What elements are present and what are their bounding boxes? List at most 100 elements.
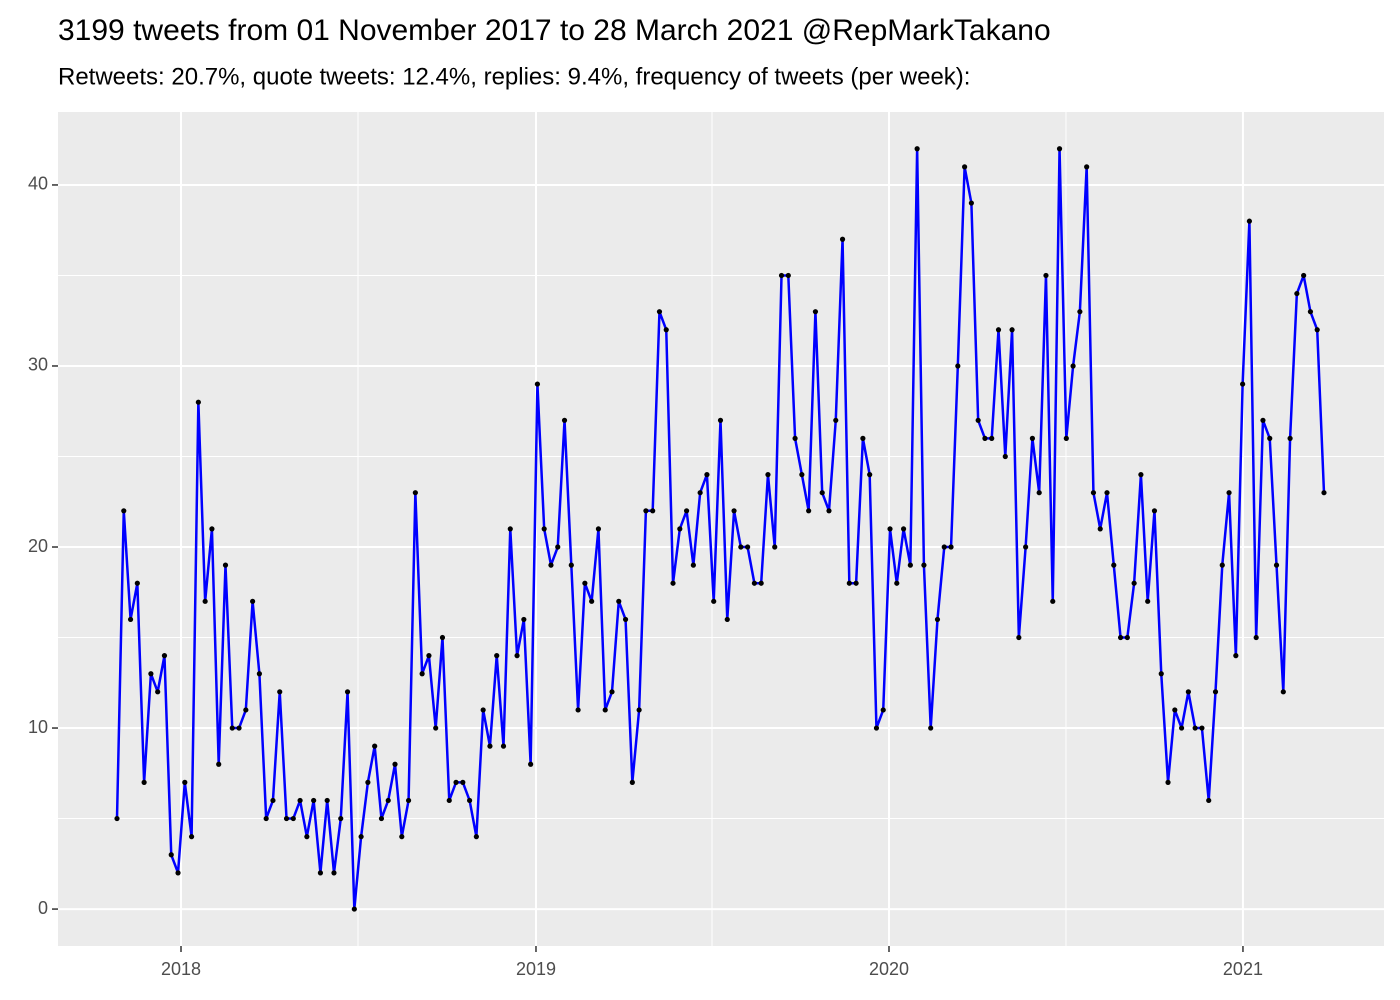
data-point xyxy=(622,616,629,623)
data-point xyxy=(629,779,635,785)
data-point xyxy=(263,815,269,822)
data-point xyxy=(114,815,120,822)
data-point xyxy=(1240,381,1246,387)
data-point xyxy=(555,544,561,550)
data-point xyxy=(812,309,819,315)
x-tick-label: 2018 xyxy=(161,959,201,979)
data-point xyxy=(426,653,432,659)
data-point xyxy=(541,526,547,532)
data-point xyxy=(690,562,696,568)
data-point xyxy=(785,272,791,279)
data-point xyxy=(704,472,710,478)
data-point xyxy=(480,707,486,713)
data-point xyxy=(283,815,290,822)
data-point xyxy=(297,797,303,804)
data-point xyxy=(1138,472,1144,478)
data-point xyxy=(867,472,873,478)
data-point xyxy=(799,472,805,478)
data-point xyxy=(561,417,568,423)
data-point xyxy=(636,707,642,713)
data-point xyxy=(745,544,751,550)
data-point xyxy=(1199,725,1205,731)
data-point xyxy=(806,508,812,514)
data-point xyxy=(711,598,717,604)
data-point xyxy=(989,435,995,441)
data-point xyxy=(460,779,466,785)
data-point xyxy=(982,435,988,441)
data-point xyxy=(1145,598,1151,604)
data-point xyxy=(589,598,595,604)
data-point xyxy=(1036,490,1042,496)
data-point xyxy=(1178,725,1185,731)
y-tick-label: 30 xyxy=(28,355,48,375)
data-point xyxy=(548,562,554,568)
data-point xyxy=(1219,562,1225,568)
data-point xyxy=(229,725,235,731)
data-point xyxy=(188,834,195,840)
data-point xyxy=(860,435,866,441)
data-point xyxy=(758,580,764,586)
data-point xyxy=(1233,653,1239,659)
data-point xyxy=(568,562,574,568)
data-point xyxy=(697,490,703,496)
data-point xyxy=(1294,290,1300,297)
data-point xyxy=(1158,671,1164,677)
chart-subtitle: Retweets: 20.7%, quote tweets: 12.4%, re… xyxy=(58,63,970,90)
data-point xyxy=(141,779,147,785)
data-point xyxy=(1151,508,1158,514)
data-point xyxy=(494,653,500,659)
data-point xyxy=(873,725,880,731)
data-point xyxy=(582,580,588,586)
data-point xyxy=(1111,562,1117,568)
data-point xyxy=(792,435,798,441)
data-point xyxy=(955,363,961,369)
data-point xyxy=(317,870,324,876)
data-point xyxy=(575,707,581,713)
data-point xyxy=(1165,779,1171,785)
y-tick-label: 10 xyxy=(28,717,48,737)
data-point xyxy=(453,779,459,785)
data-point xyxy=(1321,490,1327,496)
data-point xyxy=(833,417,839,423)
data-point xyxy=(595,526,602,532)
data-point xyxy=(609,689,615,695)
data-point xyxy=(643,508,649,514)
data-point xyxy=(290,815,296,822)
data-point xyxy=(365,779,371,785)
data-point xyxy=(907,562,913,568)
data-point xyxy=(670,580,676,586)
data-point xyxy=(941,544,947,550)
data-point xyxy=(372,743,378,749)
x-tick-label: 2021 xyxy=(1223,959,1263,979)
data-point xyxy=(351,906,357,912)
data-point xyxy=(1023,544,1029,550)
data-point xyxy=(304,834,310,840)
data-point xyxy=(1185,689,1191,695)
data-point xyxy=(1056,146,1063,152)
data-point xyxy=(155,689,161,695)
data-point xyxy=(1226,490,1232,496)
data-point xyxy=(182,779,188,785)
data-point xyxy=(331,870,337,876)
data-point xyxy=(1124,634,1130,641)
data-point xyxy=(256,671,262,677)
data-point xyxy=(1104,490,1110,496)
data-point xyxy=(209,526,215,532)
data-point xyxy=(968,200,974,206)
data-point xyxy=(507,526,513,532)
data-point xyxy=(175,870,181,876)
data-point xyxy=(1172,707,1178,713)
data-point xyxy=(216,761,222,767)
data-point xyxy=(277,689,283,695)
data-point xyxy=(168,852,174,858)
data-point xyxy=(324,797,330,804)
data-point xyxy=(1246,218,1252,224)
data-point xyxy=(243,707,249,713)
data-point xyxy=(731,508,737,514)
data-point xyxy=(663,327,669,333)
data-point xyxy=(473,834,479,840)
data-point xyxy=(738,544,744,550)
x-tick-label: 2020 xyxy=(869,959,909,979)
data-point xyxy=(419,671,425,677)
data-point xyxy=(1084,164,1090,170)
